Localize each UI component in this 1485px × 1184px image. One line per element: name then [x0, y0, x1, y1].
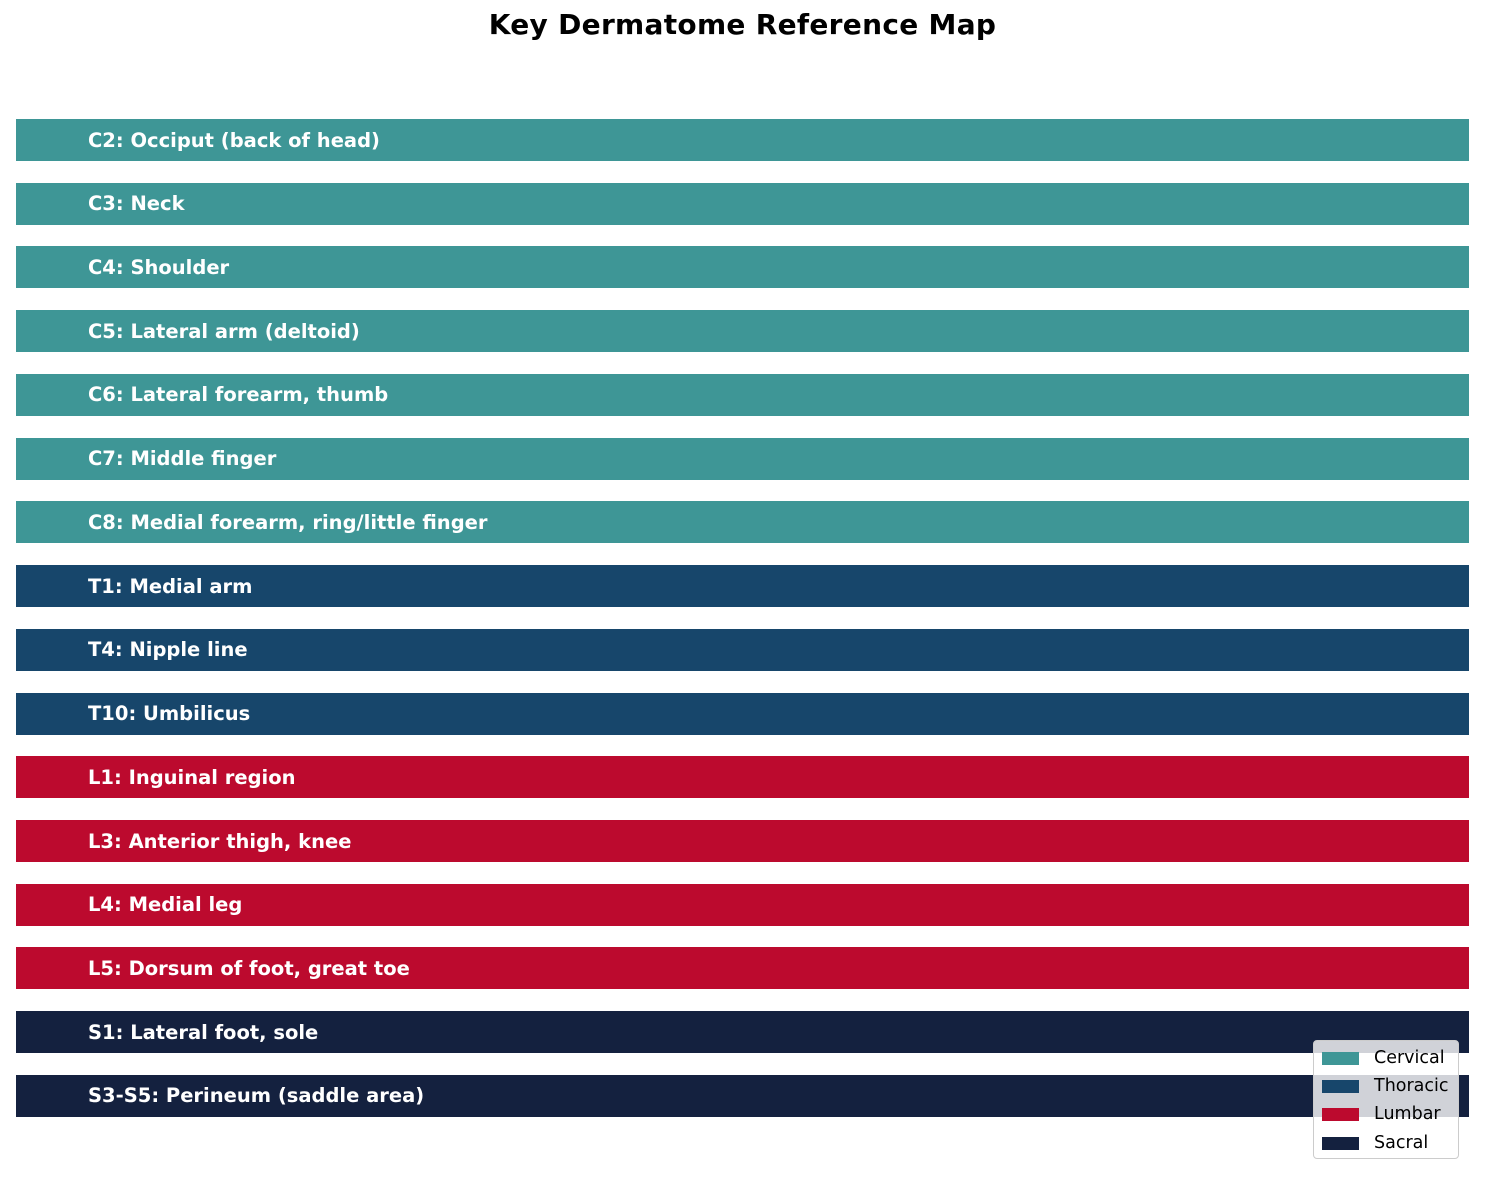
bar-label: S1: Lateral foot, sole: [88, 1020, 319, 1044]
legend: Cervical Thoracic Lumbar Sacral: [1313, 1040, 1459, 1159]
bar-label: C2: Occiput (back of head): [88, 128, 380, 152]
bar-label: C3: Neck: [88, 192, 185, 216]
bar-l1: L1: Inguinal region: [16, 756, 1469, 799]
bar-c7: C7: Middle finger: [16, 437, 1469, 480]
bar-t4: T4: Nipple line: [16, 628, 1469, 671]
legend-swatch: [1322, 1136, 1359, 1150]
bar-s3-s5: S3-S5: Perineum (saddle area): [16, 1074, 1469, 1117]
bar-c6: C6: Lateral forearm, thumb: [16, 373, 1469, 416]
bar-t10: T10: Umbilicus: [16, 692, 1469, 735]
bar-label: S3-S5: Perineum (saddle area): [88, 1084, 425, 1108]
bar-label: T1: Medial arm: [88, 574, 253, 598]
bar-label: C4: Shoulder: [88, 255, 230, 279]
bar-label: C6: Lateral forearm, thumb: [88, 383, 389, 407]
bar-c2: C2: Occiput (back of head): [16, 119, 1469, 161]
legend-label: Lumbar: [1374, 1104, 1441, 1124]
legend-label: Cervical: [1374, 1048, 1445, 1068]
legend-label: Sacral: [1374, 1133, 1429, 1153]
bar-c4: C4: Shoulder: [16, 246, 1469, 289]
chart-title: Key Dermatome Reference Map: [488, 8, 997, 41]
legend-label: Thoracic: [1374, 1076, 1449, 1096]
bar-label: L3: Anterior thigh, knee: [88, 829, 352, 853]
bar-label: C7: Middle finger: [88, 447, 277, 471]
bar-l3: L3: Anterior thigh, knee: [16, 820, 1469, 863]
bar-c3: C3: Neck: [16, 182, 1469, 225]
bar-label: C5: Lateral arm (deltoid): [88, 319, 360, 343]
bar-label: T4: Nipple line: [88, 638, 248, 662]
bar-t1: T1: Medial arm: [16, 565, 1469, 608]
bar-label: C8: Medial forearm, ring/little finger: [88, 510, 488, 534]
legend-swatch: [1322, 1079, 1359, 1093]
legend-item-thoracic: Thoracic: [1322, 1076, 1449, 1096]
legend-item-cervical: Cervical: [1322, 1048, 1445, 1068]
bar-l5: L5: Dorsum of foot, great toe: [16, 947, 1469, 990]
bar-label: L1: Inguinal region: [88, 765, 296, 789]
legend-swatch: [1322, 1051, 1359, 1065]
legend-item-sacral: Sacral: [1322, 1133, 1428, 1153]
bar-s1: S1: Lateral foot, sole: [16, 1011, 1469, 1054]
bar-label: L5: Dorsum of foot, great toe: [88, 956, 410, 980]
legend-swatch: [1322, 1107, 1359, 1121]
bar-label: L4: Medial leg: [88, 893, 243, 917]
bar-c8: C8: Medial forearm, ring/little finger: [16, 501, 1469, 544]
legend-item-lumbar: Lumbar: [1322, 1104, 1441, 1124]
bar-c5: C5: Lateral arm (deltoid): [16, 310, 1469, 353]
bar-label: T10: Umbilicus: [88, 702, 251, 726]
bar-l4: L4: Medial leg: [16, 883, 1469, 926]
